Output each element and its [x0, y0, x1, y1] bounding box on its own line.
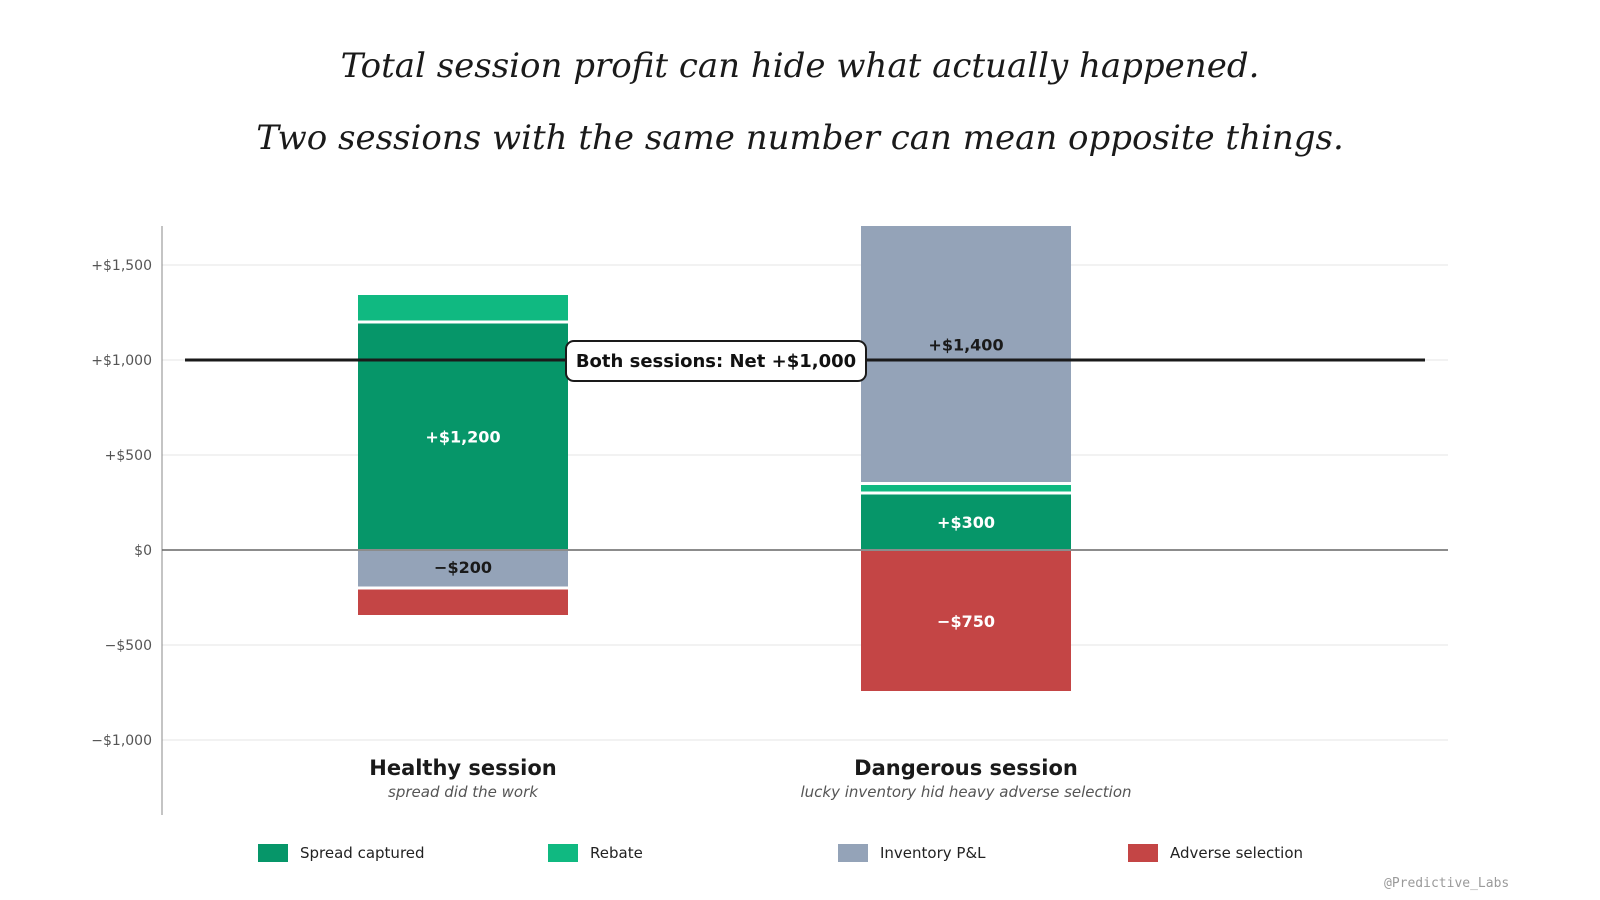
bar-inventory-p-l-2 — [861, 226, 1071, 482]
bar-adverse-selection-1 — [358, 589, 568, 615]
bars: +$1,200 −$200 +$300 +$1,400 −$750 — [358, 226, 1071, 691]
bar-rebate-2 — [861, 485, 1071, 492]
y-tick-label: −$1,000 — [91, 733, 152, 749]
chart-title: Total session profit can hide what actua… — [340, 46, 1260, 86]
bar-adverse-selection-2 — [861, 551, 1071, 691]
y-tick-label: +$500 — [105, 448, 152, 464]
legend-swatch — [1128, 844, 1158, 862]
legend-label: Rebate — [590, 844, 643, 862]
data-label: −$750 — [937, 612, 995, 631]
legend-swatch — [838, 844, 868, 862]
grid-lines — [162, 264, 1448, 741]
y-tick-label: +$1,500 — [91, 258, 152, 274]
legend: Spread captured Rebate Inventory P&L Advers… — [0, 844, 1600, 872]
bar-spread-captured-2 — [861, 494, 1071, 549]
callout-box — [565, 340, 867, 382]
axes — [161, 226, 1448, 815]
bar-rebate-1 — [358, 295, 568, 321]
legend-item: Adverse selection — [1128, 844, 1303, 862]
category-labels: Healthy session spread did the work Danger… — [369, 756, 1131, 801]
legend-item: Inventory P&L — [838, 844, 986, 862]
y-tick-label: +$1,000 — [91, 353, 152, 369]
chart-subtitle: Two sessions with the same number can me… — [256, 118, 1344, 158]
watermark: @Predictive_Labs — [1384, 876, 1510, 891]
data-label: −$200 — [434, 558, 492, 577]
category-subtitle: spread did the work — [388, 783, 539, 801]
bar-inventory-p-l-1 — [358, 551, 568, 587]
y-tick-label: $0 — [134, 543, 152, 559]
category-name: Dangerous session — [854, 756, 1078, 780]
y-axis-ticks: +$1,500 +$1,000 +$500 $0 −$500 −$1,000 — [91, 258, 152, 749]
legend-label: Adverse selection — [1170, 844, 1304, 862]
legend-item: Spread captured — [258, 844, 425, 862]
legend-label: Spread captured — [300, 844, 425, 862]
callout-label: Both sessions: Net +$1,000 — [576, 351, 856, 372]
legend-swatch — [258, 844, 288, 862]
data-label: +$1,400 — [928, 336, 1003, 355]
y-tick-label: −$500 — [105, 638, 152, 654]
legend-item: Rebate — [548, 844, 643, 862]
legend-label: Inventory P&L — [880, 844, 986, 862]
reference-line-group: Both sessions: Net +$1,000 — [185, 340, 1425, 382]
category-subtitle: lucky inventory hid heavy adverse select… — [800, 783, 1131, 801]
legend-swatch — [548, 844, 578, 862]
data-label: +$1,200 — [425, 427, 500, 446]
data-label: +$300 — [937, 513, 995, 532]
category-name: Healthy session — [369, 756, 557, 780]
